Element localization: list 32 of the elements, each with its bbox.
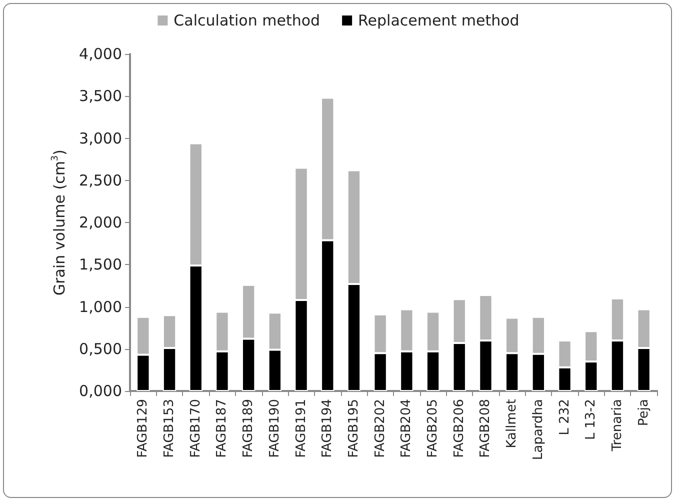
y-tick-label: 2,500	[79, 171, 122, 190]
x-tick-label: FAGB208	[478, 399, 494, 458]
y-tick-label: 0,500	[79, 340, 122, 358]
x-tick-label: Trenaria	[610, 399, 625, 452]
x-tick-label: FAGB204	[399, 399, 414, 458]
x-tick-label: L 13-2	[584, 399, 599, 440]
legend-label: Calculation method	[174, 12, 320, 30]
y-tick-label: 0,000	[79, 382, 122, 400]
x-tick-label: FAGB187	[214, 399, 230, 458]
y-tick-label: 2,000	[79, 214, 122, 232]
x-tick-label: FAGB190	[267, 399, 282, 458]
y-tick-label: 3,000	[79, 129, 122, 148]
legend-label: Replacement method	[358, 12, 520, 30]
y-tick-label: 3,500	[79, 87, 122, 106]
y-tick-label: 1,500	[79, 256, 122, 274]
x-tick-label: FAGB191	[294, 399, 309, 458]
x-tick-label: FAGB170	[188, 399, 204, 458]
y-tick-label: 1,000	[79, 298, 122, 316]
x-tick-label: L 232	[557, 399, 572, 436]
x-tick-label: Kallmet	[504, 399, 520, 448]
x-tick-label: FAGB195	[346, 399, 362, 458]
x-tick-label: FAGB129	[136, 399, 151, 458]
y-axis-title: Grain volume (cm3)	[50, 149, 68, 296]
x-tick-label: FAGB202	[372, 399, 388, 458]
x-tick-label: Peja	[636, 399, 652, 426]
x-tick-label: FAGB153	[162, 399, 178, 458]
x-tick-label: FAGB194	[320, 399, 336, 458]
x-tick-label: FAGB206	[452, 399, 467, 458]
y-tick-label: 4,000	[79, 45, 122, 63]
x-tick-label: FAGB205	[426, 399, 441, 458]
x-tick-label: FAGB189	[241, 399, 256, 458]
x-tick-label: Lapardha	[530, 399, 546, 460]
